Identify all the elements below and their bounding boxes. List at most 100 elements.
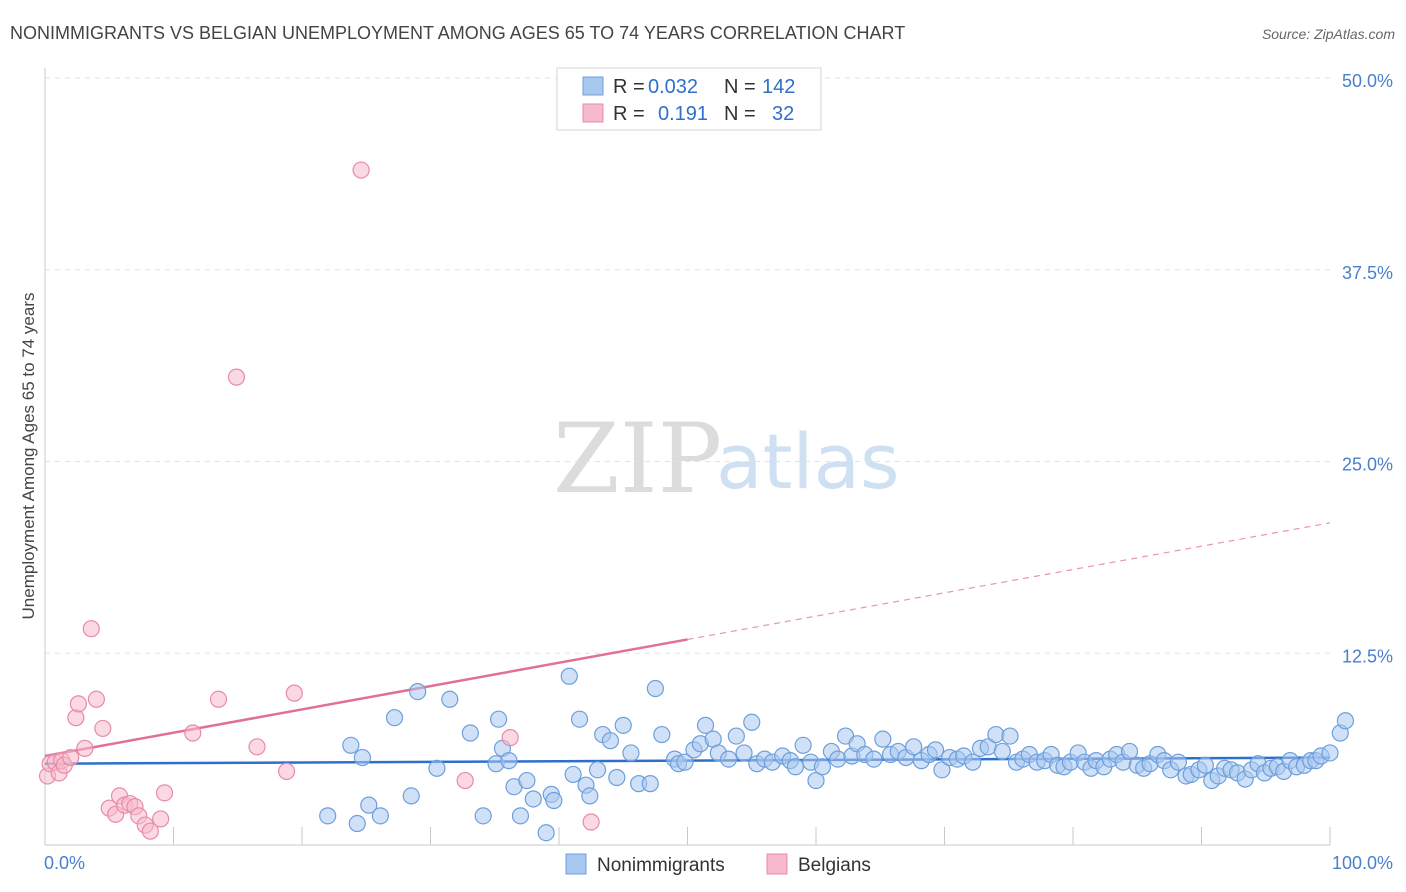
nonimmigrants-point-3 — [353, 748, 371, 767]
nonimmigrants-point-47 — [720, 750, 738, 768]
n-label-nonimmigrants: N = — [724, 76, 756, 98]
nonimmigrants-point-60 — [813, 758, 832, 776]
trend-lines — [44, 522, 1331, 765]
nonimmigrants-point-83 — [987, 725, 1005, 744]
nonimmigrants-point-85 — [1001, 727, 1019, 745]
watermark: ZIP atlas — [553, 403, 900, 515]
nonimmigrants-point-84 — [993, 742, 1011, 761]
nonimmigrants-point-133 — [1321, 744, 1339, 762]
nonimmigrants-point-1 — [342, 736, 360, 754]
tick-labels: 12.5% 25.0% 37.5% 50.0% 0.0% 100.0% — [44, 71, 1393, 873]
n-value-belgians: 32 — [772, 103, 794, 125]
belgians-point-6 — [62, 748, 80, 767]
nonimmigrants-point-29 — [588, 761, 607, 779]
nonimmigrants-point-14 — [490, 710, 508, 728]
nonimmigrants-point-135 — [1336, 712, 1355, 730]
nonimmigrants-point-11 — [461, 724, 479, 742]
nonimmigrants-point-28 — [581, 787, 599, 805]
nonimmigrants-point-33 — [614, 716, 632, 734]
y-tick-label-1: 25.0% — [1342, 455, 1393, 475]
y-axis-label: Unemployment Among Ages 65 to 74 years — [19, 293, 38, 620]
nonimmigrants-point-34 — [622, 744, 640, 762]
belgians-point-25 — [209, 690, 228, 708]
nonimmigrants-point-38 — [653, 725, 671, 744]
nonimmigrants-point-44 — [696, 716, 715, 734]
nonimmigrants-point-59 — [807, 771, 825, 790]
x-tick-label-1: 100.0% — [1332, 853, 1393, 873]
y-tick-label-0: 12.5% — [1342, 646, 1393, 666]
legend-belgians-swatch — [766, 853, 788, 875]
axes — [44, 68, 1331, 846]
nonimmigrants-point-76 — [933, 761, 951, 779]
nonimmigrants-point-49 — [735, 744, 753, 762]
nonimmigrants-point-110 — [1169, 753, 1187, 771]
belgians-point-24 — [184, 724, 202, 742]
belgians-point-8 — [69, 695, 88, 713]
nonimmigrants-point-62 — [829, 750, 847, 768]
belgians-point-23 — [155, 784, 174, 802]
belgians-trend-extension — [687, 522, 1331, 641]
nonimmigrants-point-50 — [743, 713, 761, 731]
belgians-trend-line — [44, 638, 688, 758]
r-label-nonimmigrants: R = — [613, 76, 645, 98]
nonimmigrants-point-10 — [441, 690, 459, 708]
nonimmigrants-point-32 — [608, 768, 626, 787]
nonimmigrants-point-72 — [905, 738, 923, 756]
nonimmigrants-point-8 — [409, 682, 427, 701]
gridlines — [45, 77, 1330, 654]
nonimmigrants-point-19 — [518, 771, 536, 790]
y-tick-label-2: 37.5% — [1342, 263, 1393, 283]
stats-legend: R = 0.032 N = 142 R = 0.191 N = 32 — [556, 67, 822, 131]
nonimmigrants-point-9 — [428, 759, 446, 777]
nonimmigrants-point-16 — [500, 752, 518, 770]
belgians-point-27 — [248, 738, 266, 756]
legend-nonimmigrants-swatch — [565, 853, 587, 875]
legend-belgians-label: Belgians — [798, 855, 871, 876]
nonimmigrants-swatch — [582, 76, 604, 96]
nonimmigrants-point-56 — [786, 758, 805, 776]
chart-title: NONIMMIGRANTS VS BELGIAN UNEMPLOYMENT AM… — [10, 23, 905, 43]
belgians-swatch — [582, 103, 604, 123]
belgians-point-10 — [82, 620, 100, 638]
bottom-legend: Nonimmigrants Belgians — [565, 853, 871, 876]
nonimmigrants-point-48 — [727, 727, 745, 745]
r-value-nonimmigrants: 0.032 — [648, 76, 698, 98]
nonimmigrants-point-5 — [371, 807, 389, 825]
nonimmigrants-point-80 — [964, 753, 982, 771]
nonimmigrants-point-31 — [601, 732, 620, 750]
r-label-belgians: R = — [613, 103, 645, 125]
nonimmigrants-point-36 — [641, 775, 659, 793]
nonimmigrants-point-57 — [794, 736, 812, 754]
nonimmigrants-point-24 — [560, 667, 578, 685]
nonimmigrants-point-23 — [545, 791, 563, 810]
nonimmigrants-point-18 — [511, 807, 530, 825]
nonimmigrants-point-26 — [570, 710, 589, 728]
nonimmigrants-point-20 — [524, 790, 542, 808]
nonimmigrants-point-4 — [360, 796, 378, 814]
belgians-point-30 — [352, 161, 370, 179]
data-points — [38, 161, 1355, 842]
belgians-point-22 — [152, 810, 170, 828]
belgians-point-11 — [87, 690, 106, 708]
nonimmigrants-point-25 — [564, 765, 582, 784]
nonimmigrants-point-12 — [474, 807, 492, 825]
belgians-point-12 — [94, 719, 112, 738]
legend-nonimmigrants-label: Nonimmigrants — [597, 855, 725, 876]
belgians-point-21 — [141, 822, 159, 840]
n-value-nonimmigrants: 142 — [762, 76, 795, 98]
belgians-point-32 — [501, 729, 519, 747]
belgians-point-33 — [582, 813, 600, 831]
belgians-point-31 — [456, 771, 474, 790]
chart-source: Source: ZipAtlas.com — [1262, 26, 1395, 42]
nonimmigrants-point-0 — [319, 807, 337, 825]
nonimmigrants-point-103 — [1120, 742, 1139, 761]
nonimmigrants-point-7 — [402, 787, 420, 805]
nonimmigrants-point-21 — [537, 824, 555, 842]
nonimmigrants-point-75 — [926, 741, 945, 759]
y-tick-label-3: 50.0% — [1342, 71, 1393, 91]
nonimmigrants-point-114 — [1196, 756, 1214, 774]
belgians-point-26 — [227, 368, 246, 386]
x-tick-label-0: 0.0% — [44, 853, 85, 873]
belgians-point-9 — [76, 739, 94, 757]
